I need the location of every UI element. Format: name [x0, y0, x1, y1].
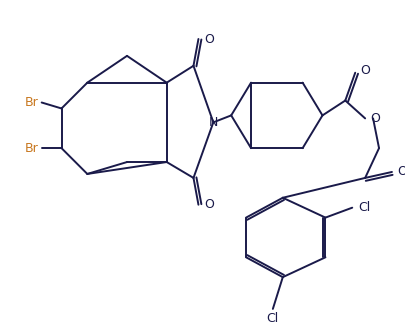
Text: O: O [396, 165, 405, 178]
Text: Br: Br [25, 96, 38, 109]
Text: Cl: Cl [266, 312, 278, 325]
Text: O: O [369, 112, 379, 125]
Text: Br: Br [25, 142, 38, 155]
Text: Cl: Cl [357, 201, 369, 214]
Text: O: O [359, 64, 369, 77]
Text: N: N [208, 116, 217, 129]
Text: O: O [204, 32, 214, 45]
Text: O: O [204, 198, 214, 211]
